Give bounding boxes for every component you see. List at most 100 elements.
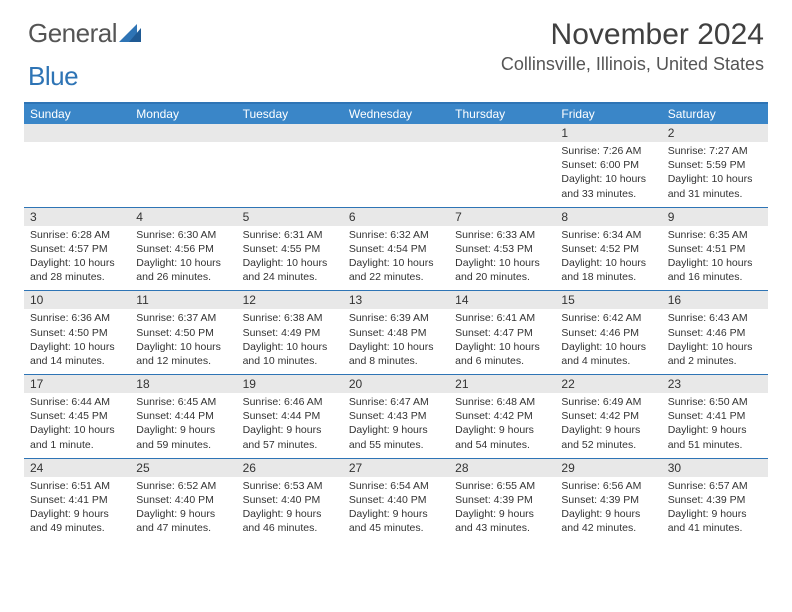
day-cell: Sunrise: 6:30 AMSunset: 4:56 PMDaylight:… [130,226,236,291]
daylight-text: Daylight: 10 hours and 18 minutes. [561,256,655,284]
daylight-text: Daylight: 10 hours and 4 minutes. [561,340,655,368]
day-number: 3 [24,208,130,226]
day-cell: Sunrise: 6:28 AMSunset: 4:57 PMDaylight:… [24,226,130,291]
day-cell: Sunrise: 6:56 AMSunset: 4:39 PMDaylight:… [555,477,661,542]
daylight-text: Daylight: 10 hours and 8 minutes. [349,340,443,368]
sunset-text: Sunset: 4:49 PM [243,326,337,340]
sunrise-text: Sunrise: 6:30 AM [136,228,230,242]
day-number: 2 [662,124,768,142]
sunrise-text: Sunrise: 6:53 AM [243,479,337,493]
daylight-text: Daylight: 9 hours and 59 minutes. [136,423,230,451]
cells-row: Sunrise: 7:26 AMSunset: 6:00 PMDaylight:… [24,142,768,207]
daylight-text: Daylight: 9 hours and 55 minutes. [349,423,443,451]
day-number: 27 [343,459,449,477]
daynum-row: 10111213141516 [24,290,768,309]
day-number: 23 [662,375,768,393]
logo-text-blue: Blue [28,61,78,92]
weekday-header: Thursday [449,104,555,124]
day-number [449,124,555,142]
cells-row: Sunrise: 6:28 AMSunset: 4:57 PMDaylight:… [24,226,768,291]
sunset-text: Sunset: 4:47 PM [455,326,549,340]
day-number: 15 [555,291,661,309]
daylight-text: Daylight: 10 hours and 2 minutes. [668,340,762,368]
daylight-text: Daylight: 10 hours and 1 minute. [30,423,124,451]
day-number: 29 [555,459,661,477]
daynum-row: 3456789 [24,207,768,226]
weekday-header: Wednesday [343,104,449,124]
sunrise-text: Sunrise: 6:33 AM [455,228,549,242]
sunset-text: Sunset: 4:41 PM [668,409,762,423]
month-title: November 2024 [501,18,764,52]
daylight-text: Daylight: 10 hours and 6 minutes. [455,340,549,368]
sunset-text: Sunset: 4:39 PM [455,493,549,507]
day-cell: Sunrise: 6:39 AMSunset: 4:48 PMDaylight:… [343,309,449,374]
daylight-text: Daylight: 10 hours and 12 minutes. [136,340,230,368]
sunset-text: Sunset: 4:48 PM [349,326,443,340]
sunset-text: Sunset: 4:56 PM [136,242,230,256]
day-cell: Sunrise: 6:35 AMSunset: 4:51 PMDaylight:… [662,226,768,291]
sunset-text: Sunset: 4:41 PM [30,493,124,507]
day-cell: Sunrise: 6:46 AMSunset: 4:44 PMDaylight:… [237,393,343,458]
sunset-text: Sunset: 4:42 PM [455,409,549,423]
day-number: 26 [237,459,343,477]
day-cell [24,142,130,207]
day-number [24,124,130,142]
sunrise-text: Sunrise: 6:41 AM [455,311,549,325]
sunset-text: Sunset: 5:59 PM [668,158,762,172]
sunrise-text: Sunrise: 6:52 AM [136,479,230,493]
day-cell: Sunrise: 6:50 AMSunset: 4:41 PMDaylight:… [662,393,768,458]
sunrise-text: Sunrise: 6:54 AM [349,479,443,493]
sunset-text: Sunset: 4:44 PM [136,409,230,423]
daylight-text: Daylight: 9 hours and 57 minutes. [243,423,337,451]
location: Collinsville, Illinois, United States [501,54,764,75]
day-cell: Sunrise: 6:31 AMSunset: 4:55 PMDaylight:… [237,226,343,291]
day-cell: Sunrise: 6:48 AMSunset: 4:42 PMDaylight:… [449,393,555,458]
logo-mark-icon [119,18,141,49]
sunrise-text: Sunrise: 6:32 AM [349,228,443,242]
weekday-header: Sunday [24,104,130,124]
weekday-header-row: Sunday Monday Tuesday Wednesday Thursday… [24,104,768,124]
sunrise-text: Sunrise: 6:44 AM [30,395,124,409]
day-number [130,124,236,142]
cells-row: Sunrise: 6:51 AMSunset: 4:41 PMDaylight:… [24,477,768,542]
daylight-text: Daylight: 10 hours and 20 minutes. [455,256,549,284]
day-cell: Sunrise: 6:37 AMSunset: 4:50 PMDaylight:… [130,309,236,374]
sunrise-text: Sunrise: 6:43 AM [668,311,762,325]
day-cell: Sunrise: 6:53 AMSunset: 4:40 PMDaylight:… [237,477,343,542]
day-cell: Sunrise: 6:34 AMSunset: 4:52 PMDaylight:… [555,226,661,291]
day-cell: Sunrise: 6:41 AMSunset: 4:47 PMDaylight:… [449,309,555,374]
sunrise-text: Sunrise: 6:31 AM [243,228,337,242]
day-cell: Sunrise: 6:54 AMSunset: 4:40 PMDaylight:… [343,477,449,542]
daylight-text: Daylight: 9 hours and 52 minutes. [561,423,655,451]
sunrise-text: Sunrise: 6:38 AM [243,311,337,325]
day-cell: Sunrise: 6:45 AMSunset: 4:44 PMDaylight:… [130,393,236,458]
day-number: 28 [449,459,555,477]
logo: General [28,18,141,49]
sunrise-text: Sunrise: 6:55 AM [455,479,549,493]
day-number: 4 [130,208,236,226]
daynum-row: 24252627282930 [24,458,768,477]
day-cell: Sunrise: 6:36 AMSunset: 4:50 PMDaylight:… [24,309,130,374]
sunrise-text: Sunrise: 6:47 AM [349,395,443,409]
sunset-text: Sunset: 4:50 PM [136,326,230,340]
daylight-text: Daylight: 10 hours and 33 minutes. [561,172,655,200]
weekday-header: Saturday [662,104,768,124]
sunset-text: Sunset: 4:44 PM [243,409,337,423]
day-number: 10 [24,291,130,309]
logo-text-gray: General [28,18,117,49]
daylight-text: Daylight: 10 hours and 24 minutes. [243,256,337,284]
daylight-text: Daylight: 9 hours and 47 minutes. [136,507,230,535]
day-cell: Sunrise: 6:33 AMSunset: 4:53 PMDaylight:… [449,226,555,291]
day-cell [449,142,555,207]
sunrise-text: Sunrise: 6:45 AM [136,395,230,409]
sunset-text: Sunset: 6:00 PM [561,158,655,172]
day-number: 8 [555,208,661,226]
daylight-text: Daylight: 9 hours and 46 minutes. [243,507,337,535]
day-number: 11 [130,291,236,309]
day-number [237,124,343,142]
sunset-text: Sunset: 4:53 PM [455,242,549,256]
weekday-header: Friday [555,104,661,124]
day-cell [237,142,343,207]
day-number: 22 [555,375,661,393]
sunset-text: Sunset: 4:46 PM [668,326,762,340]
